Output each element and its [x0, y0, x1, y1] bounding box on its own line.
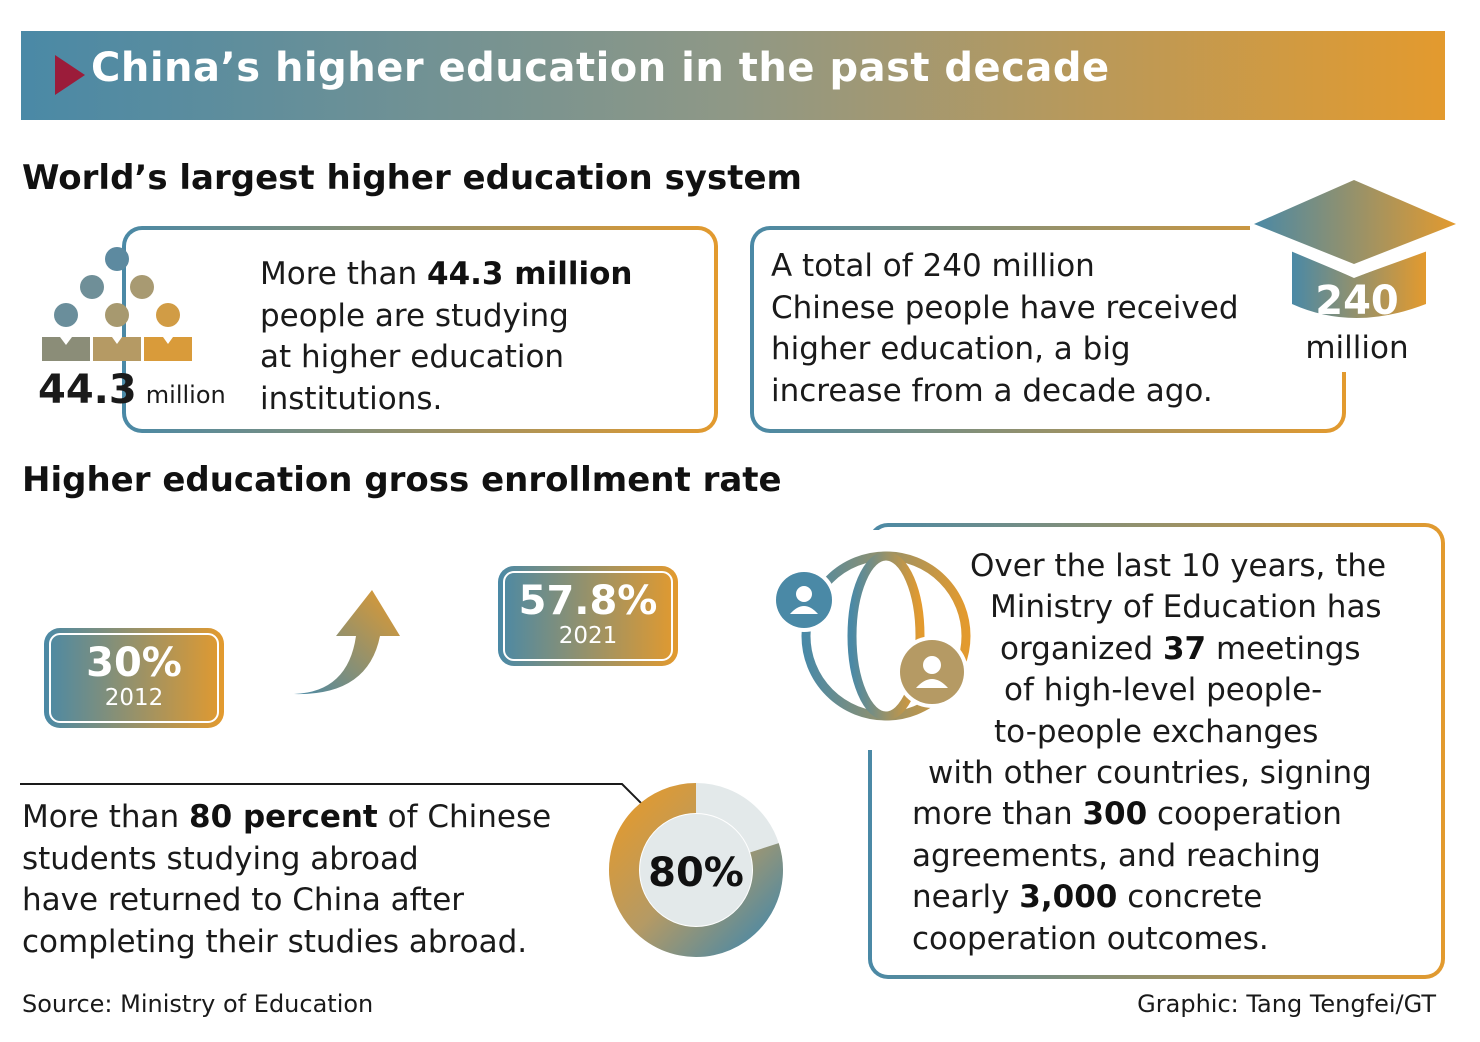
rate-2021-value: 57.8% [518, 578, 658, 624]
cap-unit: million [1305, 330, 1409, 366]
rate-2021-box: 57.8% 2021 [498, 566, 678, 666]
graduates-line2: Chinese people have received [771, 289, 1239, 326]
students-line1-pre: More than [260, 256, 428, 292]
callout-line [20, 783, 651, 813]
exchanges-line2: Ministry of Education has [990, 589, 1382, 626]
graduates-card [750, 226, 1346, 433]
students-stat-unit: million [145, 381, 226, 409]
students-stat: 44.3 million [38, 367, 226, 413]
globe-people-icon [772, 551, 971, 721]
students-line4: institutions. [260, 380, 443, 417]
students-stat-value: 44.3 [38, 367, 137, 413]
students-line1-bold: 44.3 million [427, 256, 633, 292]
graduates-line3: higher education, a big [771, 331, 1131, 367]
students-line3: at higher education [260, 339, 565, 375]
graduates-line1: A total of 240 million [771, 248, 1095, 284]
exchanges-line7-bold: 300 [1082, 796, 1148, 833]
rate-2012-value: 30% [86, 640, 182, 686]
exchanges-line7-post: cooperation [1147, 796, 1342, 833]
returnees-line1-pre: More than [22, 799, 190, 835]
growth-arrow-icon [294, 590, 400, 695]
people-group-icon [42, 247, 192, 361]
exchanges-text: Over the last 10 years, the Ministry of … [912, 546, 1386, 960]
returnees-text: More than 80 percent of Chinese students… [22, 797, 551, 963]
exchanges-line9-pre: nearly [912, 879, 1020, 916]
exchanges-line3-bold: 37 [1162, 630, 1207, 667]
donut-center [640, 814, 752, 926]
graduates-line4: increase from a decade ago. [771, 372, 1213, 409]
graduation-cap-icon [1254, 180, 1456, 318]
exchanges-line8: agreements, and reaching [912, 837, 1321, 874]
source-note: Source: Ministry of Education [22, 990, 374, 1018]
exchanges-line7-pre: more than [912, 796, 1083, 833]
students-text: More than 44.3 million people are studyi… [260, 254, 632, 420]
play-triangle-icon [55, 55, 85, 95]
exchanges-line3-pre: organized [1000, 630, 1163, 667]
returnees-line1-bold: 80 percent [189, 799, 378, 835]
exchanges-line9-post: concrete [1117, 879, 1263, 916]
cap-value: 240 [1315, 278, 1399, 324]
returnees-donut: 80% [609, 783, 783, 957]
graphic-credit: Graphic: Tang Tengfei/GT [1137, 990, 1436, 1018]
rate-2012-box: 30% 2012 [44, 628, 224, 728]
returnees-line3: have returned to China after [22, 882, 465, 918]
students-line2: people are studying [260, 297, 569, 334]
exchanges-line4: of high-level people- [1004, 672, 1323, 709]
title-banner: China’s higher education in the past dec… [21, 31, 1445, 120]
returnees-line4: completing their studies abroad. [22, 923, 528, 960]
returnees-line1-post: of Chinese [377, 799, 552, 835]
students-card [122, 226, 718, 433]
exchanges-line3-post: meetings [1206, 630, 1361, 667]
graduates-text: A total of 240 million Chinese people ha… [771, 246, 1239, 412]
returnees-line2: students studying abroad [22, 840, 419, 877]
exchanges-line5: to-people exchanges [994, 713, 1319, 750]
section-heading-enrollment-rate: Higher education gross enrollment rate [22, 460, 782, 500]
section-heading-largest-system: World’s largest higher education system [22, 158, 802, 198]
rate-2012-year: 2012 [104, 685, 164, 711]
donut-label: 80% [648, 850, 744, 896]
page-title: China’s higher education in the past dec… [91, 45, 1110, 91]
exchanges-line6: with other countries, signing [928, 755, 1372, 792]
exchanges-line10: cooperation outcomes. [912, 920, 1269, 957]
exchanges-line9-bold: 3,000 [1019, 879, 1118, 916]
rate-2021-year: 2021 [558, 623, 618, 649]
exchanges-line1: Over the last 10 years, the [970, 548, 1387, 584]
donut-arc [609, 783, 783, 957]
